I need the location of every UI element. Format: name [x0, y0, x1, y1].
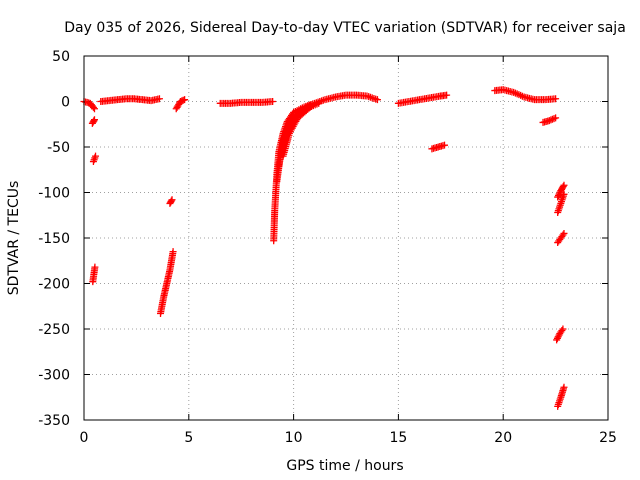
data-points — [80, 86, 568, 410]
data-point — [559, 231, 567, 239]
data-point — [545, 117, 553, 125]
data-point — [90, 116, 98, 124]
x-tick-label: 15 — [389, 430, 407, 446]
y-tick-label: -250 — [38, 322, 70, 338]
data-point — [554, 191, 562, 199]
data-point — [181, 96, 189, 104]
x-tick-label: 20 — [494, 430, 512, 446]
y-tick-label: 50 — [52, 49, 70, 65]
x-tick-label: 25 — [599, 430, 617, 446]
data-point — [554, 193, 562, 201]
data-point — [559, 325, 567, 333]
data-point — [558, 327, 566, 335]
data-point — [269, 98, 277, 105]
y-tick-label: -50 — [47, 140, 70, 156]
grid-lines — [84, 56, 608, 420]
data-point — [90, 117, 98, 125]
data-point — [315, 99, 323, 107]
data-point — [560, 181, 568, 189]
plot-frame — [83, 55, 609, 421]
data-point — [552, 95, 560, 103]
data-point — [169, 248, 177, 256]
data-point — [91, 263, 99, 271]
data-point — [547, 116, 555, 124]
data-point — [89, 103, 97, 111]
chart-title: Day 035 of 2026, Sidereal Day-to-day VTE… — [64, 20, 626, 36]
data-point — [168, 196, 176, 204]
data-point — [167, 197, 175, 205]
y-tick-label: -300 — [38, 368, 70, 384]
y-tick-label: -350 — [38, 413, 70, 429]
data-point — [90, 105, 98, 113]
data-point — [155, 95, 163, 103]
x-tick-label: 10 — [285, 430, 303, 446]
y-tick-label: -150 — [38, 231, 70, 247]
data-point — [373, 96, 381, 104]
x-tick-label: 5 — [184, 430, 193, 446]
data-point — [548, 115, 556, 123]
data-point — [306, 103, 314, 111]
data-point — [560, 229, 568, 237]
x-axis-label: GPS time / hours — [286, 458, 403, 474]
y-tick-label: 0 — [61, 95, 70, 111]
data-point — [441, 141, 449, 149]
y-axis-label: SDTVAR / TECUs — [6, 181, 22, 296]
data-point — [553, 336, 561, 344]
data-point — [305, 104, 313, 112]
data-point — [554, 333, 562, 341]
data-point — [550, 115, 558, 123]
data-point — [560, 190, 568, 198]
data-point — [443, 91, 451, 99]
data-point — [560, 383, 568, 391]
data-point — [552, 114, 560, 122]
axis-ticks: 0 5 10 15 20 25 50 0 -50 -100 -150 -200 -250 -300 -350 — [38, 49, 617, 446]
data-point — [559, 183, 567, 191]
y-tick-label: -100 — [38, 186, 70, 202]
y-tick-label: -200 — [38, 277, 70, 293]
x-tick-label: 0 — [80, 430, 89, 446]
data-point — [92, 152, 100, 160]
data-point — [553, 334, 561, 342]
